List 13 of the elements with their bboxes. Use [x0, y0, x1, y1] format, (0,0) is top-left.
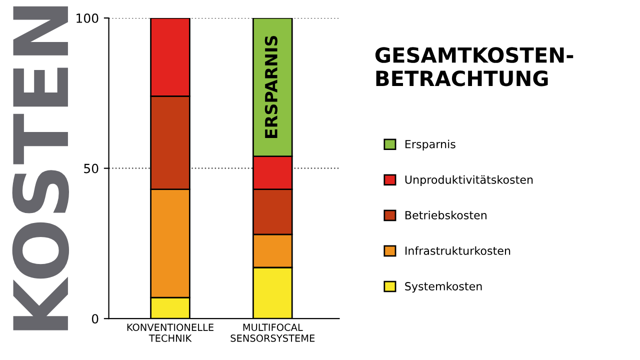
- legend-label: Systemkosten: [405, 282, 482, 293]
- x-tick-label: KONVENTIONELLE TECHNIK: [127, 324, 214, 342]
- y-tick-label: 100: [76, 13, 98, 23]
- text: GESAMTKOSTEN- BETRACHTUNG: [375, 47, 574, 86]
- legend-label: Betriebskosten: [405, 210, 486, 220]
- y-tick-label: 0: [92, 314, 98, 324]
- y-tick-label: 50: [84, 164, 98, 174]
- y-axis-title: KOSTEN: [12, 6, 70, 330]
- legend-label: Ersparnis: [405, 140, 456, 150]
- legend-label: Infrastrukturkosten: [405, 246, 510, 255]
- annotation: ERSPARNIS: [264, 36, 278, 138]
- x-tick-label: MULTIFOCAL SENSORSYSTEME: [230, 324, 315, 342]
- legend-label: Unproduktivitätskosten: [405, 175, 533, 186]
